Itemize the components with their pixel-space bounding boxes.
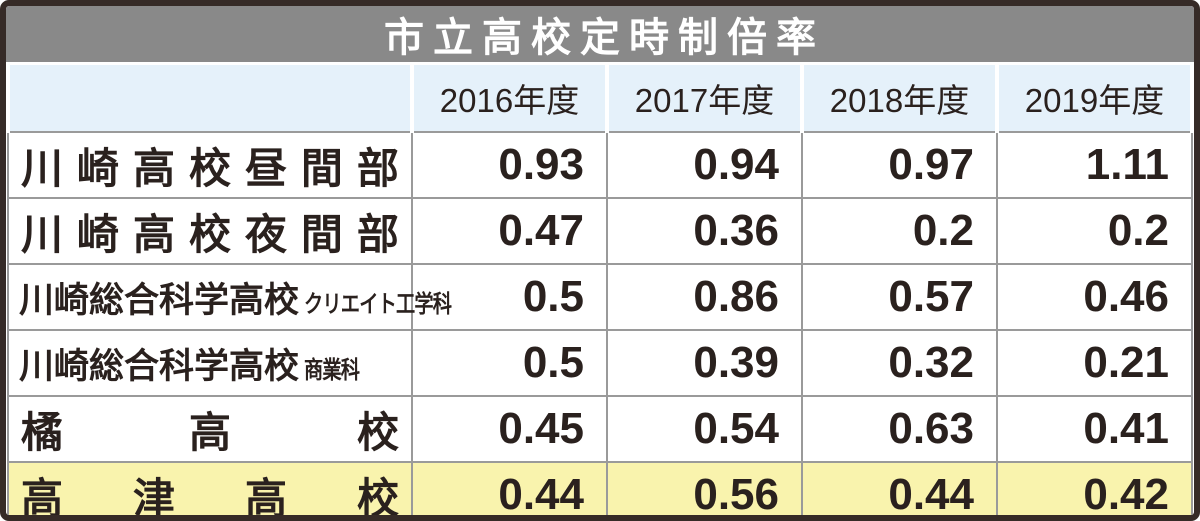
rate-value-cell: 0.44 (411, 461, 608, 515)
rate-value-cell: 0.44 (801, 461, 998, 515)
col-header-2018: 2018年度 (800, 62, 999, 133)
table-body: 川崎高校昼間部 0.93 0.94 0.97 1.11 川崎高校夜間部 0.47… (7, 131, 1193, 521)
table-row: 川崎総合科学高校 商業科 0.5 0.39 0.32 0.21 (7, 329, 1193, 397)
rate-value-cell: 0.21 (996, 329, 1193, 397)
ratio-table: 2016年度 2017年度 2018年度 2019年度 川崎高校昼間部 0.93… (6, 62, 1194, 521)
rate-value-cell: 0.86 (606, 263, 803, 331)
rate-value-cell: 0.39 (606, 329, 803, 397)
page-title: 市立高校定時制倍率 (384, 16, 825, 60)
school-name-cell: 川崎高校夜間部 (7, 197, 413, 265)
rate-value-cell: 0.42 (996, 461, 1193, 515)
department-label: クリエイト工学科 (304, 290, 452, 318)
rate-value-cell: 0.94 (606, 131, 803, 199)
rate-value-cell: 0.5 (411, 263, 608, 331)
col-header-2017: 2017年度 (605, 62, 804, 133)
school-name: 川崎高校昼間部 (21, 144, 399, 192)
col-header-2016: 2016年度 (410, 62, 609, 133)
rate-value-cell: 0.57 (801, 263, 998, 331)
rate-value-cell: 0.46 (996, 263, 1193, 331)
rate-value-cell: 0.45 (411, 395, 608, 463)
header-row: 2016年度 2017年度 2018年度 2019年度 (6, 62, 1194, 133)
rate-value-cell: 0.47 (411, 197, 608, 265)
school-name-cell: 川崎総合科学高校 クリエイト工学科 (7, 263, 452, 331)
rate-value-cell: 0.32 (801, 329, 998, 397)
rate-value-cell: 0.63 (801, 395, 998, 463)
rate-value-cell: 0.2 (996, 197, 1193, 265)
corner-cell (6, 62, 414, 133)
rate-value-cell: 0.54 (606, 395, 803, 463)
school-name: 高津高校 (21, 474, 399, 521)
school-name-cell: 橘高校 (7, 395, 413, 463)
rate-value-cell: 0.5 (411, 329, 608, 397)
school-name: 橘高校 (21, 408, 399, 456)
rate-value-cell: 0.56 (606, 461, 803, 515)
rate-value-cell: 0.97 (801, 131, 998, 199)
table-row-highlighted: 高津高校 0.44 0.56 0.44 0.42 (7, 461, 1193, 521)
rate-value-cell: 0.93 (411, 131, 608, 199)
department-label: 商業科 (304, 356, 360, 384)
table-row: 川崎高校昼間部 0.93 0.94 0.97 1.11 (7, 131, 1193, 199)
school-name: 川崎総合科学高校 (19, 280, 300, 320)
school-name: 川崎高校夜間部 (21, 210, 399, 258)
table-row: 橘高校 0.45 0.54 0.63 0.41 (7, 395, 1193, 463)
rate-value-cell: 0.36 (606, 197, 803, 265)
table-header: 2016年度 2017年度 2018年度 2019年度 (6, 62, 1194, 133)
rate-value-cell: 1.11 (996, 131, 1193, 199)
rate-value-cell: 0.2 (801, 197, 998, 265)
title-bar: 市立高校定時制倍率 (6, 6, 1194, 62)
school-name-cell: 川崎高校昼間部 (7, 131, 413, 199)
table-row: 川崎高校夜間部 0.47 0.36 0.2 0.2 (7, 197, 1193, 265)
rate-value-cell: 0.41 (996, 395, 1193, 463)
table-row: 川崎総合科学高校 クリエイト工学科 0.5 0.86 0.57 0.46 (7, 263, 1193, 331)
school-name: 川崎総合科学高校 (19, 346, 300, 386)
school-name-cell: 高津高校 (7, 461, 413, 521)
col-header-2019: 2019年度 (995, 62, 1194, 133)
school-name-cell: 川崎総合科学高校 商業科 (7, 329, 413, 397)
